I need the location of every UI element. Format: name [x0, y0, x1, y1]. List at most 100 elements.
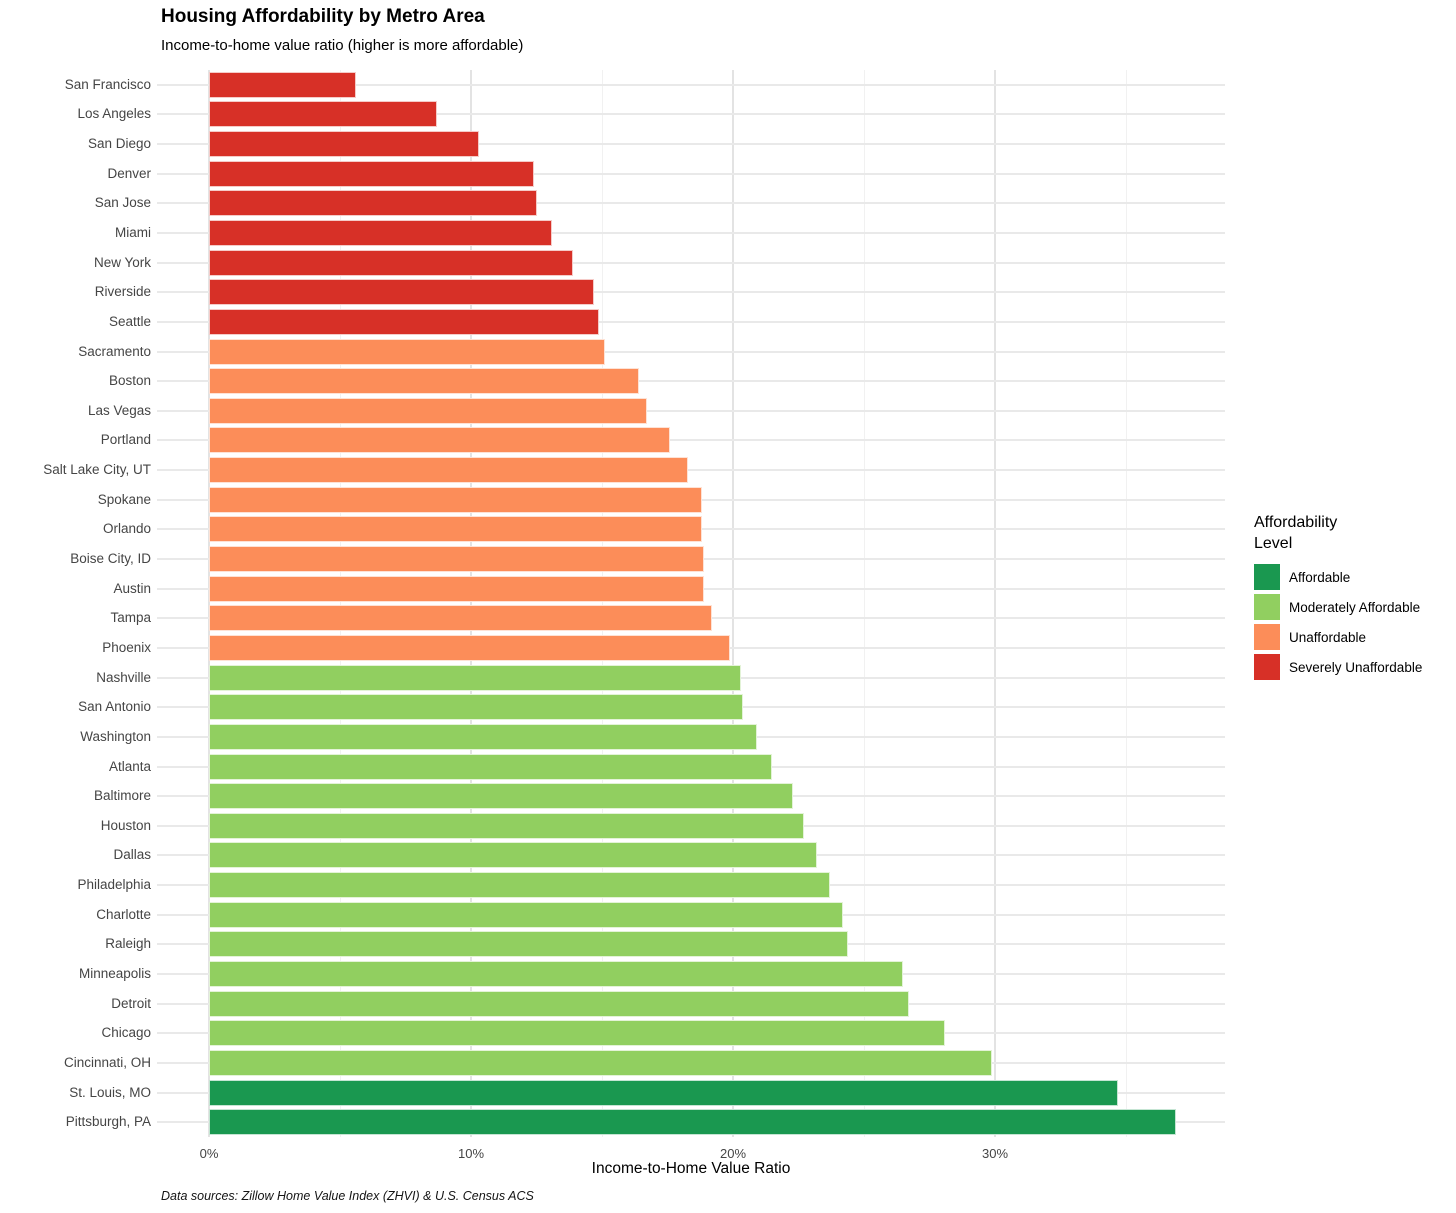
bar	[209, 723, 757, 750]
v-gridline-minor	[602, 70, 603, 1137]
chart-title: Housing Affordability by Metro Area	[161, 6, 485, 27]
v-gridline-minor	[1126, 70, 1127, 1137]
bar	[209, 634, 731, 661]
legend-item-label: Moderately Affordable	[1289, 599, 1421, 615]
bar	[209, 131, 479, 158]
y-axis-label: Minneapolis	[78, 965, 151, 981]
legend-items: Affordable Moderately Affordable Unafforda…	[1254, 564, 1422, 680]
caption: Data sources: Zillow Home Value Index (Z…	[161, 1189, 534, 1203]
x-tick-label: 30%	[981, 1146, 1009, 1161]
bar	[209, 605, 713, 632]
bar	[209, 397, 647, 424]
bar	[209, 575, 705, 602]
row-gridline	[157, 261, 1225, 264]
row-gridline	[157, 409, 1225, 412]
y-axis-label: Houston	[100, 817, 151, 833]
bar	[209, 368, 639, 395]
bar	[209, 1049, 993, 1076]
bar	[209, 160, 534, 187]
legend-swatch	[1254, 654, 1280, 680]
y-axis-label: Miami	[115, 225, 151, 240]
y-axis-label: Nashville	[96, 669, 151, 685]
x-tick-label: 0%	[199, 1146, 219, 1161]
y-axis-label: San Antonio	[78, 699, 151, 715]
y-axis-label: Riverside	[94, 284, 151, 300]
bar	[209, 427, 671, 454]
row-gridline	[157, 113, 1225, 116]
row-gridline	[157, 143, 1225, 146]
bar	[209, 694, 744, 721]
bar	[209, 516, 702, 543]
bar	[209, 753, 773, 780]
legend-swatch	[1254, 624, 1280, 650]
row-gridline	[157, 202, 1225, 205]
legend-item-label: Unaffordable	[1289, 629, 1367, 645]
bar	[209, 872, 830, 899]
bar	[209, 783, 794, 810]
y-axis-label: Chicago	[101, 1025, 151, 1041]
legend-item: Affordable	[1254, 564, 1422, 590]
row-gridline	[157, 172, 1225, 175]
bar	[209, 457, 689, 484]
y-axis-label: Sacramento	[78, 343, 151, 359]
y-axis-label: Las Vegas	[87, 402, 151, 418]
bar	[209, 101, 437, 128]
legend-item: Severely Unaffordable	[1254, 654, 1422, 680]
bar	[209, 308, 600, 335]
y-axis-label: Baltimore	[93, 788, 151, 804]
x-tick-label: 10%	[457, 1146, 485, 1161]
v-gridline-minor	[864, 70, 865, 1137]
legend: Affordability Level Affordable Moderately…	[1254, 512, 1422, 684]
v-gridline-major	[208, 70, 210, 1137]
legend-title: Affordability Level	[1254, 514, 1338, 552]
row-gridline	[157, 232, 1225, 234]
row-gridline	[157, 83, 1225, 86]
bar	[209, 990, 909, 1017]
plot-panel	[157, 70, 1225, 1137]
row-gridline	[157, 291, 1225, 294]
bar	[209, 279, 595, 306]
y-axis-label: St. Louis, MO	[69, 1084, 151, 1100]
bar	[209, 931, 849, 958]
y-axis-label: Dallas	[113, 847, 151, 863]
y-axis-label: Denver	[107, 165, 151, 181]
bar	[209, 1020, 946, 1047]
row-gridline	[157, 469, 1225, 472]
y-axis-label: Los Angeles	[77, 106, 151, 122]
y-axis-label: Spokane	[97, 491, 151, 507]
y-axis-label: Phoenix	[102, 639, 151, 655]
x-tick-label: 20%	[719, 1146, 747, 1161]
v-gridline-major	[732, 70, 734, 1137]
y-axis-label: Salt Lake City, UT	[43, 462, 151, 478]
y-axis-label: Raleigh	[105, 936, 151, 952]
row-gridline	[157, 320, 1225, 323]
y-axis-label: Boston	[108, 373, 151, 389]
y-axis-label: Austin	[113, 580, 151, 596]
y-axis-label: Seattle	[108, 313, 151, 329]
y-axis-label: San Diego	[87, 136, 151, 152]
bar	[209, 842, 817, 869]
v-gridline-major	[994, 70, 996, 1137]
y-axis-label: Washington	[80, 728, 151, 744]
bar	[209, 338, 605, 365]
bar	[209, 812, 804, 839]
bar	[209, 901, 844, 928]
v-gridline-major	[470, 70, 472, 1137]
legend-swatch	[1254, 594, 1280, 620]
y-axis-label: Boise City, ID	[70, 551, 151, 567]
bar	[209, 1109, 1176, 1136]
legend-item-label: Affordable	[1289, 569, 1351, 585]
v-gridline-minor	[340, 70, 341, 1137]
bar	[209, 249, 574, 276]
row-gridline	[157, 380, 1225, 383]
row-gridline	[157, 439, 1225, 442]
y-axis-label: Philadelphia	[77, 877, 151, 893]
bar	[209, 960, 904, 987]
bar	[209, 664, 741, 691]
y-axis-label: Tampa	[110, 610, 151, 626]
y-axis-label: Orlando	[102, 521, 151, 537]
bar	[209, 1079, 1119, 1106]
legend-swatch	[1254, 564, 1280, 590]
legend-item: Moderately Affordable	[1254, 594, 1422, 620]
